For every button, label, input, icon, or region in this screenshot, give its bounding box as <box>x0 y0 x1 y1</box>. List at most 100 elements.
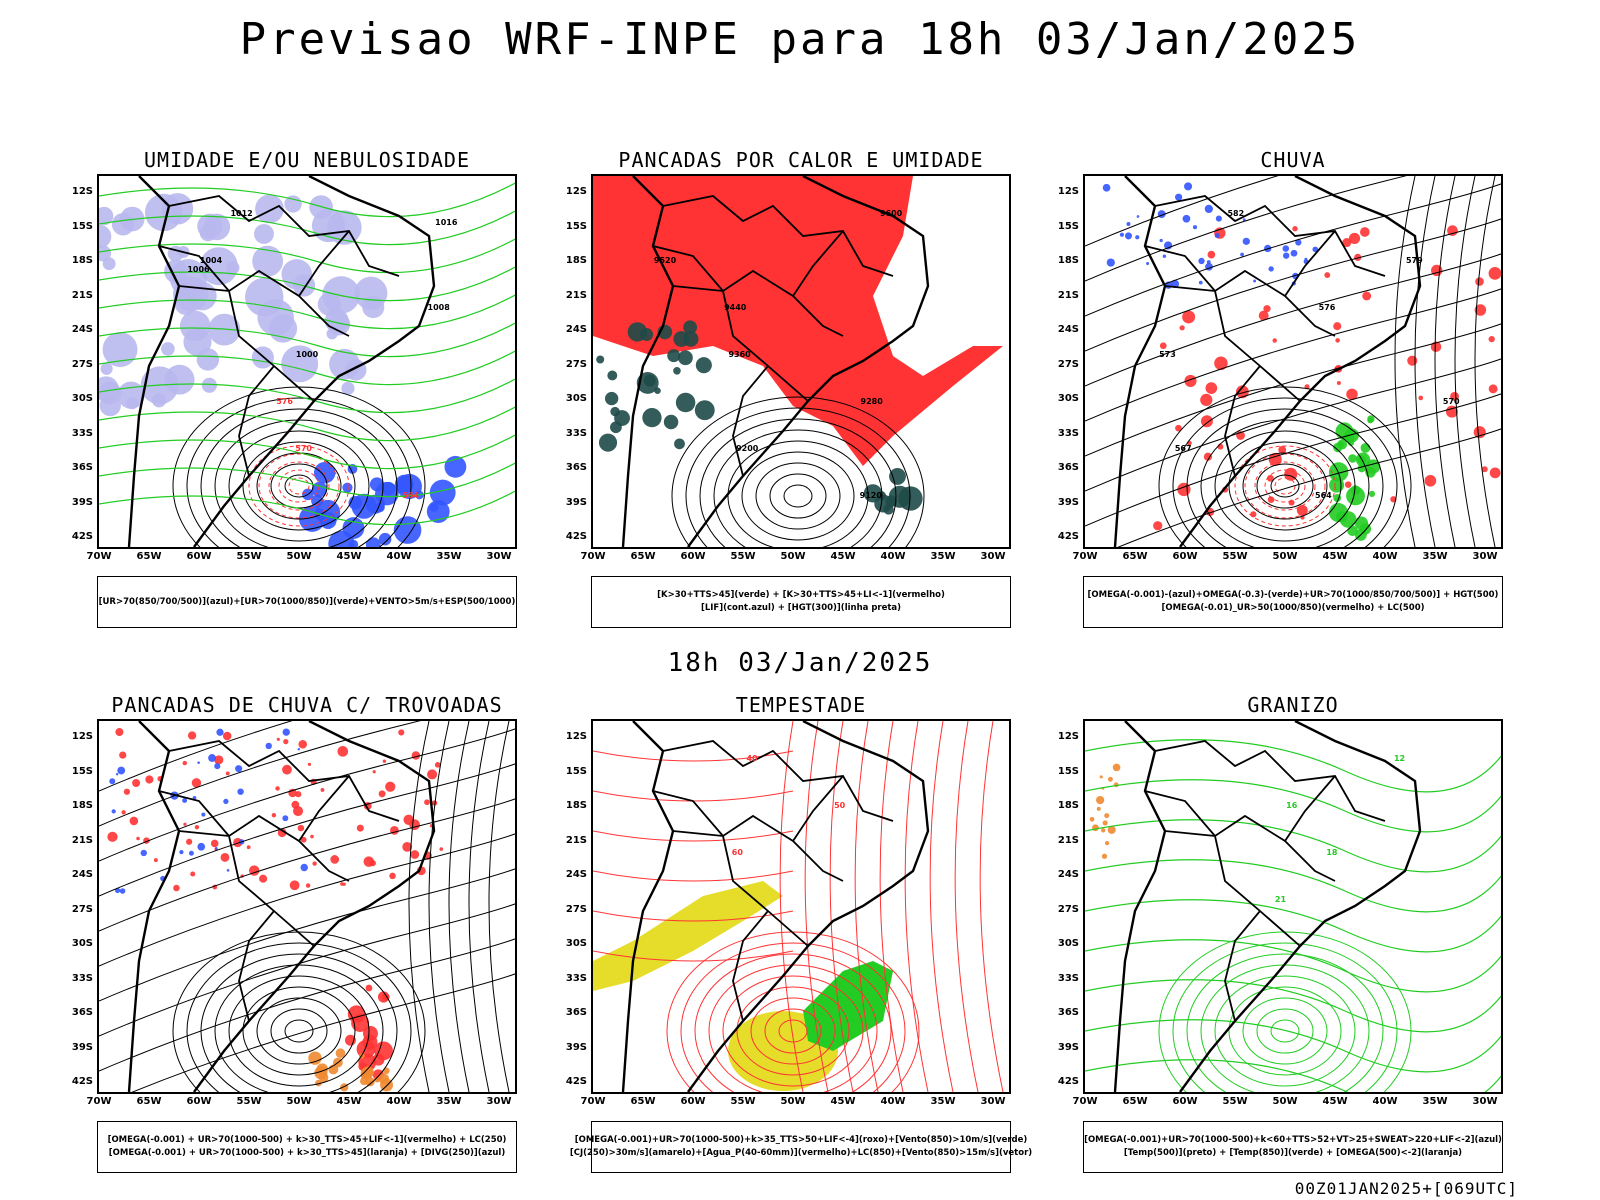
contour-label: 1006 <box>187 265 210 274</box>
legend-line: [OMEGA(-0.001)-(azul)+OMEGA(-0.3)-(verde… <box>1087 590 1499 600</box>
contour-label: 9520 <box>654 256 677 265</box>
contour-label: 1004 <box>200 256 223 265</box>
lon-label: 40W <box>386 1096 412 1107</box>
lon-label: 60W <box>1172 551 1198 562</box>
contour-label: 567 <box>1175 444 1192 453</box>
lat-label: 39S <box>1057 496 1079 508</box>
legend-line: [OMEGA(-0.001) + UR>70(1000-500) + k>30_… <box>108 1148 506 1158</box>
contour-label: 40 <box>746 754 758 763</box>
lat-label: 21S <box>565 289 587 301</box>
lon-label: 35W <box>436 551 462 562</box>
lon-axis: 70W 65W 60W 55W 50W 45W 40W 35W 30W <box>1073 1096 1503 1108</box>
lat-label: 15S <box>1057 765 1079 777</box>
contour-label: 573 <box>1159 350 1176 359</box>
lat-label: 12S <box>565 186 587 197</box>
lon-label: 45W <box>1322 1096 1348 1107</box>
lat-label: 33S <box>1057 972 1079 984</box>
lon-label: 45W <box>336 551 362 562</box>
contour-label: 579 <box>1406 256 1423 265</box>
map-area: 9600 9520 9440 9360 9280 9200 9120 <box>591 174 1011 549</box>
panel-title: PANCADAS POR CALOR E UMIDADE <box>618 148 984 172</box>
lon-label: 55W <box>1222 1096 1248 1107</box>
lat-label: 42S <box>1057 1076 1079 1087</box>
lon-axis: 70W 65W 60W 55W 50W 45W 40W 35W 30W <box>581 551 1011 563</box>
lon-label: 60W <box>680 1096 706 1107</box>
lon-label: 60W <box>186 1096 212 1107</box>
lat-label: 33S <box>565 427 587 439</box>
contour-label: 9200 <box>736 444 759 453</box>
lat-label: 30S <box>71 393 93 404</box>
contour-label: 570 <box>295 444 312 453</box>
contour-label: 1008 <box>428 303 451 312</box>
lat-label: 24S <box>1057 324 1079 335</box>
valid-time-label: 18h 03/Jan/2025 <box>667 648 933 678</box>
lon-label: 45W <box>830 1096 856 1107</box>
lon-label: 50W <box>286 1096 312 1107</box>
lat-label: 18S <box>565 800 587 811</box>
lon-label: 70W <box>86 551 112 562</box>
contour-label: 1016 <box>435 218 458 227</box>
run-info-label: 00Z01JAN2025+[069UTC] <box>1294 1179 1518 1198</box>
lat-label: 12S <box>71 186 93 197</box>
panel-title: TEMPESTADE <box>735 693 867 717</box>
lat-label: 21S <box>1057 834 1079 846</box>
lon-axis: 70W 65W 60W 55W 50W 45W 40W 35W 30W <box>87 551 517 563</box>
lon-label: 30W <box>1472 1096 1498 1107</box>
lat-label: 42S <box>565 1076 587 1087</box>
contour-label: 582 <box>1227 209 1244 218</box>
map-plot: 1012 1004 1008 1000 576 570 564 1016 1006 <box>99 176 515 547</box>
panel-title: GRANIZO <box>1247 693 1339 717</box>
contour-label: 9360 <box>728 350 751 359</box>
lat-label: 18S <box>71 255 93 266</box>
lat-label: 39S <box>565 1041 587 1053</box>
lat-label: 36S <box>71 1007 93 1018</box>
legend-box: [OMEGA(-0.001)+UR>70(1000-500)+k>35_TTS>… <box>570 1121 1032 1173</box>
contour-label: 12 <box>1394 754 1405 763</box>
lat-label: 12S <box>565 731 587 742</box>
lat-label: 24S <box>71 324 93 335</box>
contour-label: 18 <box>1326 848 1338 857</box>
panel-title: PANCADAS DE CHUVA C/ TROVOADAS <box>111 693 503 717</box>
lon-axis: 70W 65W 60W 55W 50W 45W 40W 35W 30W <box>87 1096 517 1108</box>
lat-label: 15S <box>1057 220 1079 232</box>
lat-label: 36S <box>1057 462 1079 473</box>
contour-label: 564 <box>1315 491 1332 500</box>
lat-label: 12S <box>1057 186 1079 197</box>
lat-label: 30S <box>1057 393 1079 404</box>
lat-label: 27S <box>565 358 587 370</box>
contour-label: 60 <box>732 848 744 857</box>
lat-label: 33S <box>71 427 93 439</box>
lon-label: 45W <box>336 1096 362 1107</box>
lon-label: 65W <box>136 551 162 562</box>
lon-label: 55W <box>730 551 756 562</box>
lon-label: 55W <box>730 1096 756 1107</box>
panel-title: UMIDADE E/OU NEBULOSIDADE <box>143 148 471 172</box>
contour-label: 576 <box>1319 303 1336 312</box>
lon-label: 65W <box>630 551 656 562</box>
lon-axis: 70W 65W 60W 55W 50W 45W 40W 35W 30W <box>581 1096 1011 1108</box>
legend-line: [OMEGA(-0.001)+UR>70(1000-500)+k>35_TTS>… <box>574 1135 1028 1145</box>
legend-line: [CJ(250)>30m/s](amarelo)+[Agua_P(40-60mm… <box>569 1148 1033 1158</box>
contour-label: 9280 <box>861 397 884 406</box>
lat-label: 18S <box>71 800 93 811</box>
lon-label: 50W <box>286 551 312 562</box>
lon-label: 30W <box>980 1096 1006 1107</box>
lat-label: 18S <box>565 255 587 266</box>
lon-label: 35W <box>930 551 956 562</box>
legend-line: [Temp(500)](preto) + [Temp(850)](verde) … <box>1123 1148 1463 1158</box>
legend-line: [LIF](cont.azul) + [HGT(300)](linha pret… <box>700 603 902 613</box>
lat-label: 30S <box>565 393 587 404</box>
lon-label: 30W <box>980 551 1006 562</box>
lat-label: 21S <box>565 834 587 846</box>
lon-label: 60W <box>186 551 212 562</box>
lat-label: 42S <box>1057 531 1079 542</box>
legend-line: [UR>70(850/700/500)](azul)+[UR>70(1000/8… <box>98 596 516 607</box>
lon-label: 55W <box>236 551 262 562</box>
map-area: 1012 1004 1008 1000 576 570 564 1016 1006 <box>97 174 517 549</box>
lon-label: 55W <box>236 1096 262 1107</box>
lat-label: 39S <box>71 496 93 508</box>
lon-label: 35W <box>436 1096 462 1107</box>
lat-label: 15S <box>565 765 587 777</box>
lat-label: 27S <box>1057 358 1079 370</box>
legend-line: [K>30+TTS>45](verde) + [K>30+TTS>45+LI<-… <box>657 590 945 600</box>
